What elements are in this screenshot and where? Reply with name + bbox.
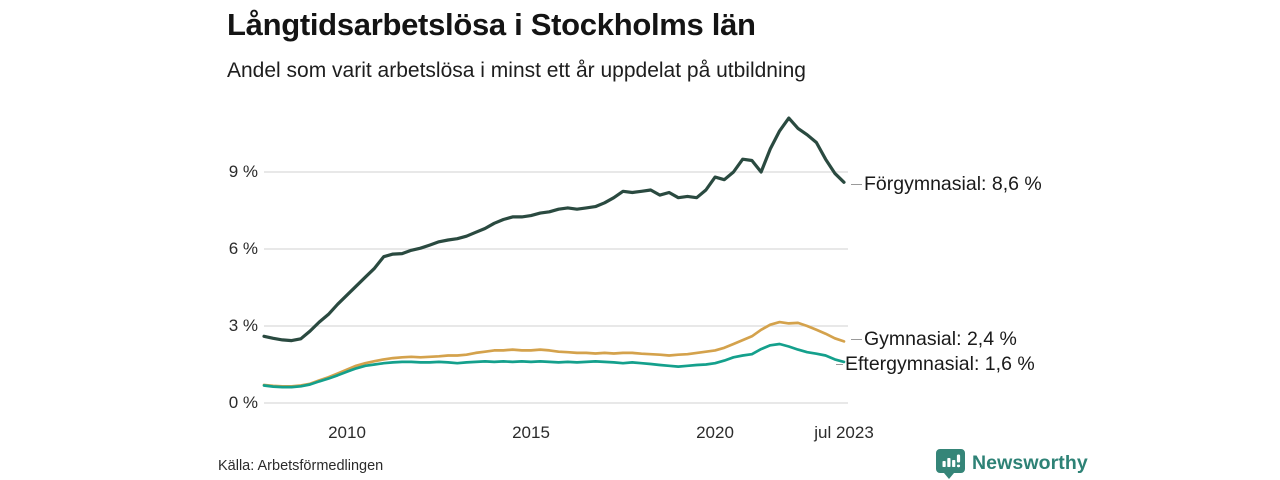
source-note: Källa: Arbetsförmedlingen — [218, 458, 384, 474]
series-label-text: Förgymnasial: 8,6 % — [864, 173, 1042, 195]
series-label-text: Eftergymnasial: 1,6 % — [845, 353, 1035, 375]
series-label-forgymnasial: Förgymnasial: 8,6 % — [851, 171, 1042, 197]
bar-chart-speech-bubble-icon — [936, 449, 965, 479]
page-subtitle: Andel som varit arbetslösa i minst ett å… — [227, 59, 806, 82]
x-axis-tick-2020: 2020 — [696, 423, 734, 442]
page-title: Långtidsarbetslösa i Stockholms län — [227, 7, 756, 42]
line-förgymnasial — [262, 116, 846, 343]
series-label-text: Gymnasial: 2,4 % — [864, 328, 1017, 350]
x-axis-tick-2015: 2015 — [512, 423, 550, 442]
label-connector-dash — [851, 183, 862, 185]
newsworthy-wordmark: Newsworthy — [972, 452, 1088, 474]
y-axis-tick-3: 3 % — [228, 316, 258, 335]
line-eftergymnasial — [262, 342, 846, 389]
y-axis-tick-0: 0 % — [228, 393, 258, 412]
series-label-gymnasial: Gymnasial: 2,4 % — [851, 326, 1017, 352]
newsworthy-logo: Newsworthy — [936, 448, 1088, 479]
x-axis-tick-2010: 2010 — [328, 423, 366, 442]
label-connector-dash — [836, 363, 843, 365]
x-axis-tick-jul-2023: jul 2023 — [814, 423, 874, 442]
line-gymnasial — [262, 320, 846, 388]
label-connector-dash — [851, 338, 862, 340]
y-axis-tick-6: 6 % — [228, 239, 258, 258]
series-label-eftergymnasial: Eftergymnasial: 1,6 % — [836, 351, 1035, 377]
line-chart-plot — [262, 116, 848, 404]
y-axis-tick-9: 9 % — [228, 162, 258, 181]
